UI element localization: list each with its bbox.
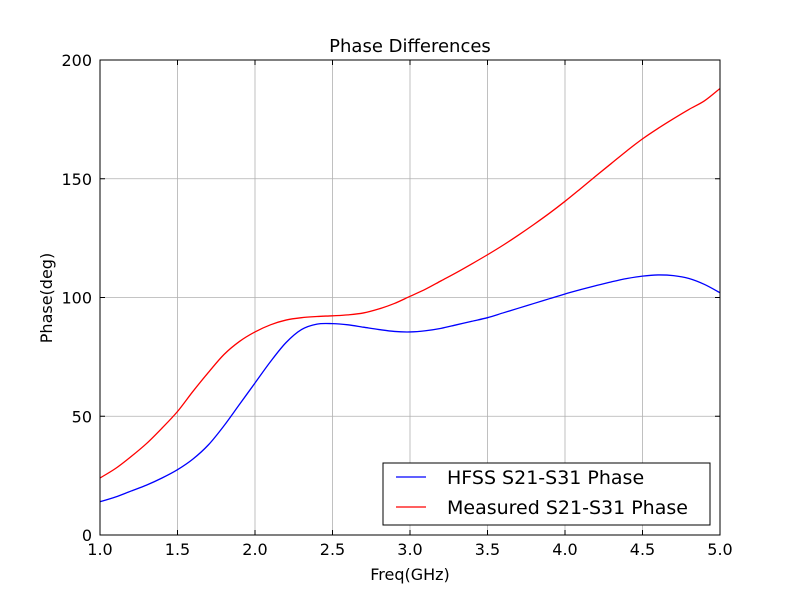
x-tick-label: 2.0 [242, 540, 267, 559]
x-tick-label: 1.5 [165, 540, 190, 559]
series-line-hfss [99, 274, 721, 503]
x-tick-label: 2.5 [320, 540, 345, 559]
x-tick-label: 4.5 [630, 540, 655, 559]
chart-title: Phase Differences [329, 36, 491, 57]
series-line-measured [99, 87, 721, 479]
x-tick-label: 4.0 [552, 540, 577, 559]
x-axis-label: Freq(GHz) [370, 565, 450, 584]
legend-label-hfss: HFSS S21-S31 Phase [447, 467, 644, 489]
y-tick-label: 200 [61, 51, 92, 70]
legend-box [382, 462, 711, 526]
y-axis-label: Phase(deg) [37, 253, 56, 343]
legend: HFSS S21-S31 Phase Measured S21-S31 Phas… [382, 462, 711, 526]
y-tick-label: 50 [72, 407, 92, 426]
y-tick-label: 100 [61, 289, 92, 308]
axis-ticks: 1.0 1.5 2.0 2.5 3.0 3.5 4.0 4.5 5.0 0 50 100 150 200 [61, 51, 732, 559]
x-tick-label: 3.5 [475, 540, 500, 559]
series-lines [99, 87, 721, 503]
legend-label-measured: Measured S21-S31 Phase [447, 497, 688, 519]
y-tick-label: 0 [82, 526, 92, 545]
y-tick-label: 150 [61, 170, 92, 189]
x-tick-label: 1.0 [87, 540, 112, 559]
x-tick-label: 5.0 [707, 540, 732, 559]
x-tick-label: 3.0 [397, 540, 422, 559]
